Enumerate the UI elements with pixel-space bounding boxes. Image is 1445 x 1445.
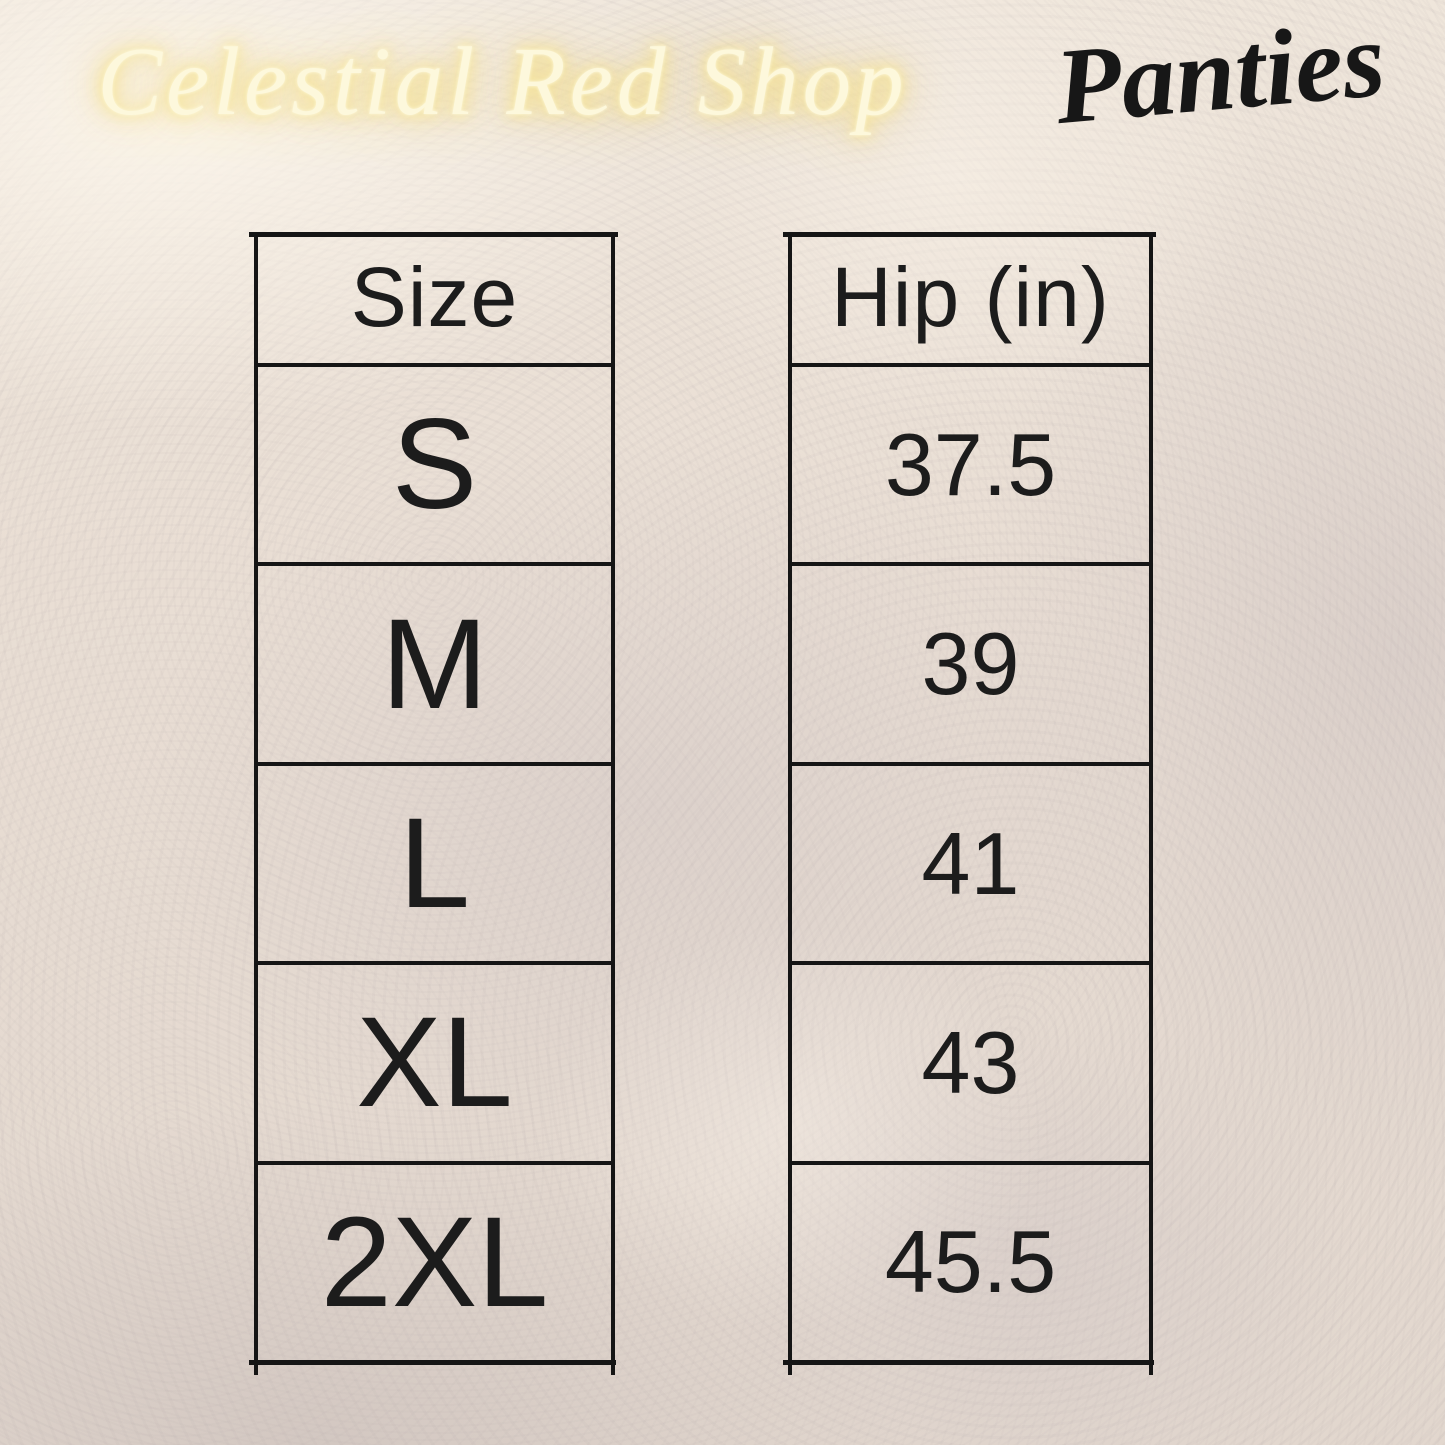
brand-title: Celestial Red Shop <box>97 28 908 135</box>
product-title: Panties <box>1050 0 1390 148</box>
table-row-size-s: S <box>258 363 611 562</box>
size-table-cells: Size S M L XL 2XL <box>258 232 611 1360</box>
hip-table-cells: Hip (in) 37.5 39 41 43 45.5 <box>792 232 1149 1360</box>
table-row-hip-m: 39 <box>792 562 1149 761</box>
table-row-size-l: L <box>258 761 611 961</box>
size-table: Size S M L XL 2XL <box>249 232 618 1375</box>
hip-table-header: Hip (in) <box>831 250 1110 344</box>
size-table-header: Size <box>350 250 519 344</box>
table-row-size-xl: XL <box>258 961 611 1160</box>
table-row-size-m: M <box>258 562 611 761</box>
hip-table: Hip (in) 37.5 39 41 43 45.5 <box>783 232 1156 1375</box>
table-row-hip-xl: 43 <box>792 961 1149 1160</box>
table-row-size-2xl: 2XL <box>258 1160 611 1360</box>
table-row-hip-l: 41 <box>792 761 1149 961</box>
table-row-hip-2xl: 45.5 <box>792 1160 1149 1360</box>
table-row-hip-s: 37.5 <box>792 363 1149 562</box>
